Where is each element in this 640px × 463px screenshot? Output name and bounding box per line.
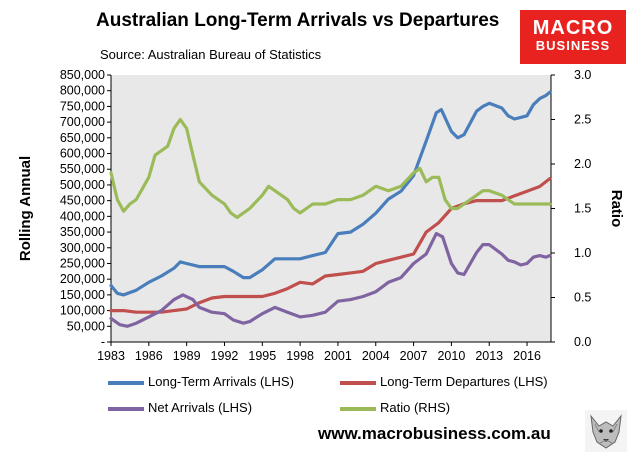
- x-tick-label: 1998: [286, 349, 314, 363]
- left-tick-label: 650,000: [60, 131, 105, 145]
- legend-label-arrivals: Long-Term Arrivals (LHS): [148, 374, 294, 389]
- legend-item-departures: Long-Term Departures (LHS): [340, 374, 548, 389]
- x-tick-label: 2010: [437, 349, 465, 363]
- right-tick-label: 0.5: [574, 291, 591, 305]
- chart-title: Australian Long-Term Arrivals vs Departu…: [96, 10, 500, 31]
- left-tick-label: 300,000: [60, 241, 105, 255]
- website-url: www.macrobusiness.com.au: [318, 424, 551, 443]
- legend-item-net: Net Arrivals (LHS): [108, 400, 252, 415]
- macro-business-logo: MACRO BUSINESS: [520, 10, 626, 64]
- x-tick-label: 2016: [513, 349, 541, 363]
- series-line-net: [109, 232, 552, 328]
- y-axis-title: Rolling Annual: [17, 156, 34, 261]
- left-tick-label: 550,000: [60, 162, 105, 176]
- logo-line-2: BUSINESS: [535, 38, 611, 53]
- x-tick-label: 2007: [400, 349, 428, 363]
- plot-area: [111, 75, 551, 342]
- left-tick-label: 750,000: [60, 99, 105, 113]
- left-tick-label: 250,000: [60, 256, 105, 270]
- series-line-arrivals: [109, 90, 552, 297]
- left-tick-label: 150,000: [60, 288, 105, 302]
- left-tick-label: 100,000: [60, 304, 105, 318]
- right-tick-label: 2.0: [574, 157, 591, 171]
- right-tick-label: 1.5: [574, 202, 591, 216]
- left-tick-label: 800,000: [60, 84, 105, 98]
- left-tick-label: 850,000: [60, 68, 105, 82]
- x-tick-label: 1992: [211, 349, 239, 363]
- wolf-logo-icon: [585, 410, 627, 452]
- left-tick-label: 350,000: [60, 225, 105, 239]
- series-line-ratio: [109, 117, 552, 219]
- x-tick-label: 2013: [475, 349, 503, 363]
- left-tick-label: 500,000: [60, 178, 105, 192]
- x-tick-label: 1983: [97, 349, 125, 363]
- legend-label-ratio: Ratio (RHS): [380, 400, 451, 415]
- x-tick-label: 2004: [362, 349, 390, 363]
- left-tick-label: 700,000: [60, 115, 105, 129]
- logo-line-1: MACRO: [532, 17, 614, 39]
- left-tick-label: 600,000: [60, 147, 105, 161]
- legend-swatch-net: [108, 406, 144, 411]
- legend-swatch-departures: [340, 380, 376, 385]
- x-tick-label: 1989: [173, 349, 201, 363]
- x-tick-label: 1986: [135, 349, 163, 363]
- legend-swatch-arrivals: [108, 380, 144, 385]
- series-line-departures: [109, 177, 552, 314]
- right-tick-label: 2.5: [574, 113, 591, 127]
- left-tick-label: 50,000: [67, 319, 105, 333]
- legend-label-net: Net Arrivals (LHS): [148, 400, 253, 415]
- right-tick-label: 0.0: [574, 335, 591, 349]
- legend-label-departures: Long-Term Departures (LHS): [380, 374, 548, 389]
- chart-source: Source: Australian Bureau of Statistics: [100, 47, 322, 62]
- left-tick-label: 200,000: [60, 272, 105, 286]
- left-tick-label: 450,000: [60, 194, 105, 208]
- x-tick-label: 2001: [324, 349, 352, 363]
- legend-item-ratio: Ratio (RHS): [340, 400, 450, 415]
- right-tick-label: 3.0: [574, 68, 591, 82]
- right-tick-label: 1.0: [574, 246, 591, 260]
- legend-swatch-ratio: [340, 406, 376, 411]
- x-tick-label: 1995: [248, 349, 276, 363]
- left-tick-label: -: [101, 335, 105, 349]
- y2-axis-title: Ratio: [608, 190, 625, 228]
- legend-item-arrivals: Long-Term Arrivals (LHS): [108, 374, 294, 389]
- left-tick-label: 400,000: [60, 209, 105, 223]
